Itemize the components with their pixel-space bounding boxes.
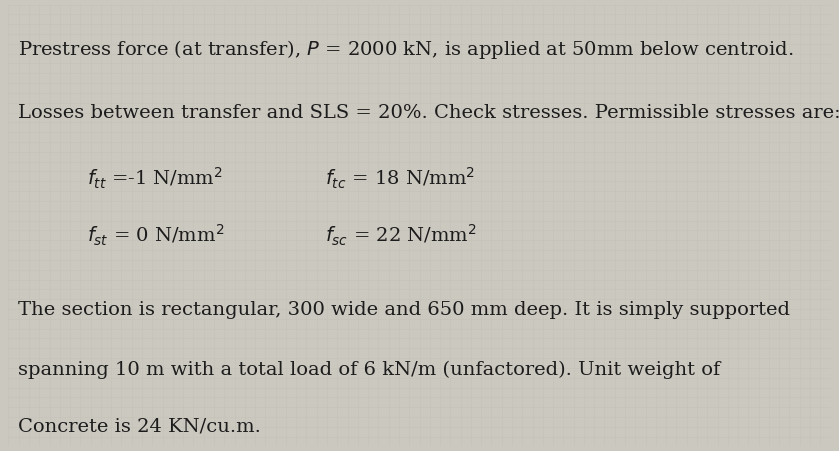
Text: spanning 10 m with a total load of 6 kN/m (unfactored). Unit weight of: spanning 10 m with a total load of 6 kN/… xyxy=(18,360,721,378)
Text: $f_{tc}$ = 18 N/mm$^{2}$: $f_{tc}$ = 18 N/mm$^{2}$ xyxy=(325,166,475,191)
Text: $f_{sc}$ = 22 N/mm$^{2}$: $f_{sc}$ = 22 N/mm$^{2}$ xyxy=(325,223,477,249)
Text: $f_{st}$ = 0 N/mm$^{2}$: $f_{st}$ = 0 N/mm$^{2}$ xyxy=(86,223,224,249)
Text: Concrete is 24 KN/cu.m.: Concrete is 24 KN/cu.m. xyxy=(18,418,261,436)
Text: Losses between transfer and SLS = 20%. Check stresses. Permissible stresses are:: Losses between transfer and SLS = 20%. C… xyxy=(18,104,839,122)
Text: Prestress force (at transfer), $P$ = 2000 kN, is applied at 50mm below centroid.: Prestress force (at transfer), $P$ = 200… xyxy=(18,37,794,60)
Text: The section is rectangular, 300 wide and 650 mm deep. It is simply supported: The section is rectangular, 300 wide and… xyxy=(18,301,790,319)
Text: $f_{tt}$ =-1 N/mm$^{2}$: $f_{tt}$ =-1 N/mm$^{2}$ xyxy=(86,166,222,191)
